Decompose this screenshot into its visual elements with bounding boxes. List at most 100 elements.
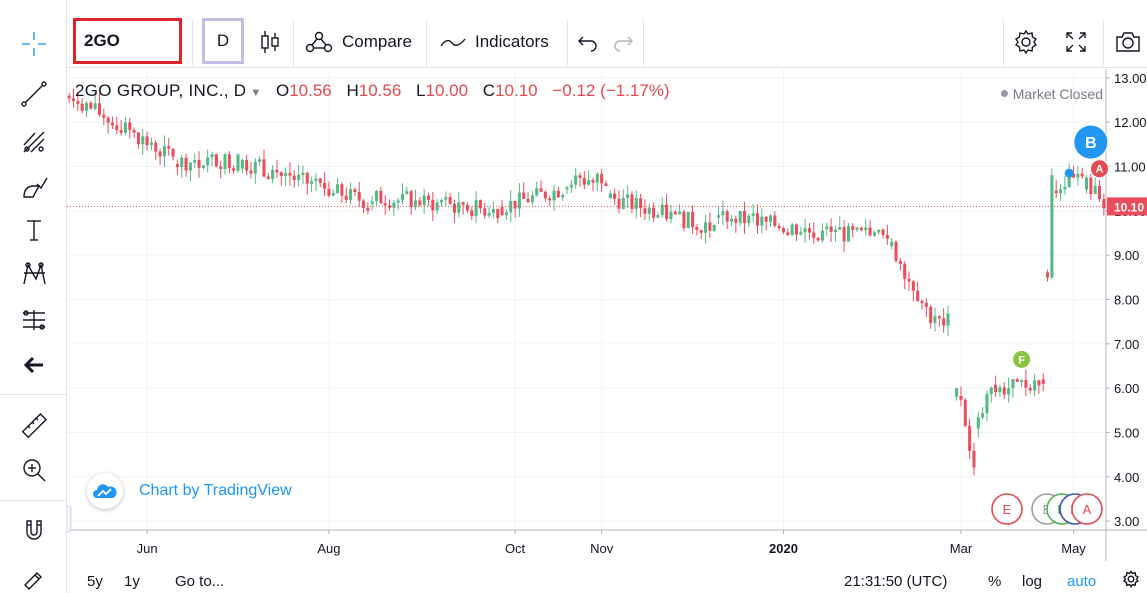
candle-body[interactable] bbox=[903, 263, 907, 279]
candle-body[interactable] bbox=[136, 132, 140, 145]
candle-body[interactable] bbox=[461, 202, 465, 205]
settings-button[interactable] bbox=[1013, 22, 1047, 62]
candle-body[interactable] bbox=[80, 103, 84, 111]
candle-body[interactable] bbox=[478, 200, 482, 209]
log-scale-button[interactable]: log bbox=[1022, 573, 1043, 590]
candle-body[interactable] bbox=[71, 98, 76, 102]
candle-body[interactable] bbox=[422, 195, 426, 206]
candle-body[interactable] bbox=[556, 190, 560, 198]
candle-body[interactable] bbox=[1097, 185, 1102, 200]
chart-pane[interactable]: 13.00 12.00 11.00 10.00 9.00 8.00 7.00 6.00 5.00… bbox=[67, 69, 1147, 561]
candle-body[interactable] bbox=[665, 204, 669, 219]
range-1y-button[interactable]: 1y bbox=[124, 573, 140, 590]
candle-body[interactable] bbox=[327, 188, 331, 196]
candle-body[interactable] bbox=[344, 195, 348, 200]
candle-body[interactable] bbox=[543, 191, 547, 199]
candle-body[interactable] bbox=[349, 189, 353, 200]
candle-body[interactable] bbox=[149, 142, 153, 146]
candle-body[interactable] bbox=[587, 180, 591, 185]
candle-body[interactable] bbox=[851, 226, 855, 230]
candle-body[interactable] bbox=[656, 215, 660, 218]
crosshair-icon[interactable] bbox=[14, 26, 54, 62]
candle-body[interactable] bbox=[920, 300, 924, 303]
candle-body[interactable] bbox=[383, 203, 387, 206]
candle-body[interactable] bbox=[526, 198, 530, 203]
candle-body[interactable] bbox=[353, 189, 357, 192]
interval-button[interactable]: D bbox=[202, 18, 244, 64]
candle-body[interactable] bbox=[1054, 190, 1058, 194]
candle-body[interactable] bbox=[574, 175, 578, 185]
candle-body[interactable] bbox=[128, 122, 132, 130]
candle-body[interactable] bbox=[392, 202, 396, 208]
candle-body[interactable] bbox=[630, 194, 634, 209]
candle-body[interactable] bbox=[634, 198, 638, 209]
candle-body[interactable] bbox=[219, 166, 223, 169]
candle-body[interactable] bbox=[890, 241, 894, 247]
candle-body[interactable] bbox=[894, 241, 898, 261]
ruler-icon[interactable] bbox=[14, 408, 54, 444]
candle-body[interactable] bbox=[388, 205, 392, 208]
candle-body[interactable] bbox=[864, 227, 868, 231]
price-chart[interactable]: 13.00 12.00 11.00 10.00 9.00 8.00 7.00 6.00 5.00… bbox=[67, 69, 1147, 561]
candle-body[interactable] bbox=[284, 172, 288, 176]
candle-body[interactable] bbox=[435, 202, 439, 211]
candle-body[interactable] bbox=[379, 190, 383, 204]
prediction-tools-icon[interactable] bbox=[14, 302, 54, 338]
candle-body[interactable] bbox=[591, 180, 595, 183]
candle-body[interactable] bbox=[712, 224, 716, 231]
candle-body[interactable] bbox=[102, 114, 106, 118]
collapse-toolbar-handle[interactable] bbox=[67, 505, 72, 533]
candle-body[interactable] bbox=[946, 313, 950, 326]
candle-body[interactable] bbox=[595, 173, 599, 183]
candle-body[interactable] bbox=[881, 229, 885, 235]
candle-body[interactable] bbox=[1046, 272, 1050, 278]
candle-body[interactable] bbox=[730, 218, 734, 222]
candle-body[interactable] bbox=[448, 197, 452, 204]
compare-button[interactable]: Compare bbox=[304, 22, 412, 62]
candle-body[interactable] bbox=[548, 198, 552, 201]
candle-body[interactable] bbox=[154, 142, 158, 152]
candle-body[interactable] bbox=[323, 182, 327, 189]
zoom-in-icon[interactable] bbox=[14, 452, 54, 488]
candle-body[interactable] bbox=[691, 211, 695, 227]
candle-body[interactable] bbox=[223, 154, 227, 169]
candle-body[interactable] bbox=[768, 215, 773, 222]
candle-body[interactable] bbox=[859, 227, 863, 231]
candle-body[interactable] bbox=[171, 148, 175, 157]
candle-body[interactable] bbox=[786, 232, 790, 235]
auto-scale-button[interactable]: auto bbox=[1067, 573, 1097, 590]
candle-body[interactable] bbox=[794, 224, 798, 235]
candle-body[interactable] bbox=[496, 208, 500, 219]
candle-body[interactable] bbox=[833, 229, 837, 232]
candle-body[interactable] bbox=[180, 157, 184, 168]
candle-body[interactable] bbox=[84, 102, 88, 111]
candle-body[interactable] bbox=[777, 225, 781, 229]
candle-body[interactable] bbox=[734, 218, 738, 223]
candle-body[interactable] bbox=[868, 227, 872, 236]
candle-body[interactable] bbox=[167, 146, 171, 149]
candle-body[interactable] bbox=[968, 425, 972, 451]
candle-body[interactable] bbox=[872, 232, 876, 236]
candle-body[interactable] bbox=[626, 194, 630, 198]
clock-time[interactable]: 21:31:50 (UTC) bbox=[844, 573, 948, 590]
candle-body[interactable] bbox=[825, 226, 829, 230]
candle-body[interactable] bbox=[258, 159, 262, 162]
candle-body[interactable] bbox=[565, 187, 569, 190]
candle-body[interactable] bbox=[305, 172, 309, 184]
candle-body[interactable] bbox=[924, 302, 928, 307]
candle-body[interactable] bbox=[1050, 175, 1054, 278]
candle-body[interactable] bbox=[652, 207, 656, 218]
candle-body[interactable] bbox=[898, 260, 902, 264]
candle-body[interactable] bbox=[972, 450, 976, 468]
candle-body[interactable] bbox=[942, 318, 946, 326]
candle-body[interactable] bbox=[426, 195, 431, 200]
candle-body[interactable] bbox=[816, 237, 820, 241]
candle-body[interactable] bbox=[1089, 177, 1093, 195]
trend-line-icon[interactable] bbox=[14, 76, 54, 112]
candle-body[interactable] bbox=[491, 208, 495, 213]
text-tool-icon[interactable] bbox=[14, 212, 54, 248]
candle-body[interactable] bbox=[158, 151, 162, 157]
candle-body[interactable] bbox=[1059, 189, 1063, 194]
candle-body[interactable] bbox=[717, 215, 721, 218]
candle-body[interactable] bbox=[660, 204, 664, 216]
